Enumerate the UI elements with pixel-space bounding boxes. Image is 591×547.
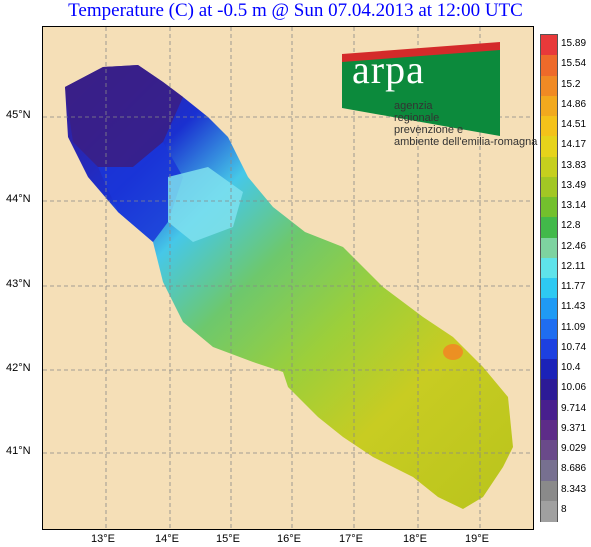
colorbar-segment [541, 298, 557, 319]
colorbar-segment [541, 480, 557, 502]
colorbar-label: 14.17 [561, 139, 587, 151]
lat-label-43: 43°N [6, 278, 31, 290]
colorbar-label: 15.89 [561, 38, 587, 50]
colorbar-label: 13.83 [561, 159, 587, 171]
colorbar-segment [541, 156, 557, 178]
colorbar-label: 10.4 [561, 362, 581, 374]
colorbar-segment [541, 257, 557, 279]
colorbar-segment [541, 338, 557, 360]
colorbar-segment [541, 460, 557, 481]
logo-line-2: regionale [394, 112, 440, 124]
colorbar-label: 14.51 [561, 119, 587, 131]
colorbar-segment [541, 440, 557, 461]
colorbar-label: 12.46 [561, 240, 587, 252]
colorbar-label: 11.43 [561, 301, 586, 313]
lon-label-18: 18°E [403, 533, 427, 545]
colorbar-label: 12.11 [561, 260, 586, 272]
lon-label-19: 19°E [465, 533, 489, 545]
colorbar-segment [541, 197, 557, 218]
colorbar-segment [541, 136, 557, 157]
lat-label-42: 42°N [6, 362, 31, 374]
colorbar-segment [541, 75, 557, 97]
colorbar-segment [541, 237, 557, 259]
colorbar-label: 11.77 [561, 281, 586, 293]
colorbar-label: 11.09 [561, 321, 586, 333]
colorbar-segment [541, 55, 557, 76]
colorbar-label: 13.49 [561, 179, 587, 191]
colorbar-segment [541, 399, 557, 421]
colorbar-segment [541, 176, 557, 198]
colorbar-segment [541, 95, 557, 117]
cold-coastal-band [98, 142, 183, 242]
logo-word: arpa [352, 47, 425, 92]
colorbar-label: 8.686 [561, 463, 587, 475]
logo-line-3: prevenzione e [394, 124, 464, 136]
arpa-logo [342, 42, 500, 136]
logo-line-4: ambiente dell'emilia-romagna [394, 136, 538, 148]
lon-label-14: 14°E [155, 533, 179, 545]
colorbar-label: 9.714 [561, 402, 587, 414]
colorbar-segment [541, 217, 557, 238]
graticule [43, 27, 533, 529]
logo-green-shape [342, 46, 500, 136]
colorbar-label: 15.54 [561, 58, 587, 70]
colorbar-segment [541, 116, 557, 137]
colorbar-label: 8.343 [561, 483, 587, 495]
lat-label-44: 44°N [6, 193, 31, 205]
colorbar-label: 9.029 [561, 443, 587, 455]
warm-hotspot [443, 344, 463, 360]
logo-red-stripe [342, 42, 500, 62]
colorbar-label: 9.371 [561, 422, 587, 434]
lon-label-15: 15°E [216, 533, 240, 545]
colorbar-label: 15.2 [561, 78, 581, 90]
colorbar-label: 12.8 [561, 220, 581, 232]
colorbar-segment [541, 500, 557, 522]
colorbar-label: 10.74 [561, 341, 587, 353]
colorbar-segment [541, 35, 557, 56]
colorbar-segment [541, 318, 557, 340]
colorbar-segment [541, 419, 557, 441]
colorbar-label: 8 [561, 503, 567, 515]
colorbar-label: 14.86 [561, 98, 587, 110]
lat-label-45: 45°N [6, 109, 31, 121]
colorbar-segment [541, 278, 557, 299]
logo-line-1: agenzia [394, 100, 433, 112]
northern-cold-water [65, 65, 183, 167]
lon-label-16: 16°E [277, 533, 301, 545]
cyan-patch [168, 167, 243, 242]
colorbar-label: 10.06 [561, 382, 587, 394]
temperature-map [43, 27, 533, 529]
colorbar [540, 34, 558, 522]
page-title: Temperature (C) at -0.5 m @ Sun 07.04.20… [68, 0, 523, 21]
lat-label-41: 41°N [6, 445, 31, 457]
colorbar-segment [541, 379, 557, 400]
colorbar-segment [541, 359, 557, 380]
lon-label-17: 17°E [339, 533, 363, 545]
colorbar-label: 13.14 [561, 200, 587, 212]
lon-label-13: 13°E [91, 533, 115, 545]
